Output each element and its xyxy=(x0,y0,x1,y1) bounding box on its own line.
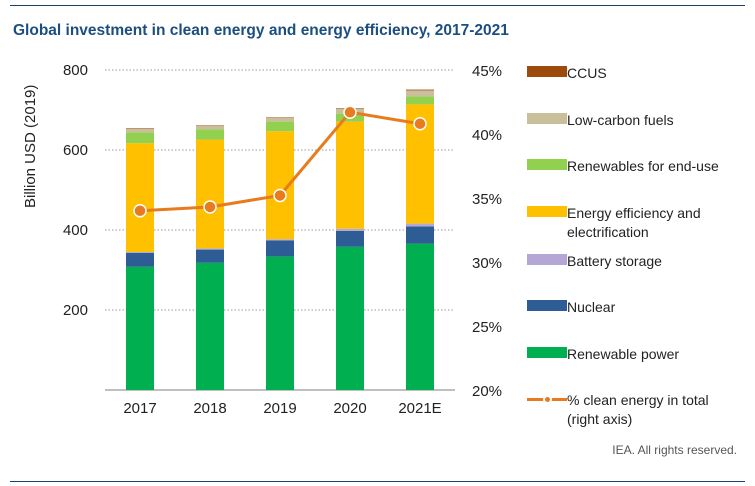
legend-swatch xyxy=(527,159,567,170)
line-point xyxy=(343,105,357,119)
bar-segment xyxy=(126,252,154,253)
bar-segment xyxy=(196,139,224,249)
legend-item: CCUS xyxy=(527,64,737,83)
legend-label: % clean energy in total (right axis) xyxy=(567,392,709,427)
bar-segment xyxy=(126,143,154,252)
top-rule xyxy=(10,5,745,6)
legend-swatch xyxy=(527,300,567,311)
legend-item: Low-carbon fuels xyxy=(527,111,737,130)
y2-tick-label: 35% xyxy=(472,191,502,208)
bar-segment xyxy=(266,117,294,122)
bar-segment xyxy=(266,240,294,257)
line-point xyxy=(413,117,427,131)
legend-label: Nuclear xyxy=(567,299,616,315)
y-tick-label: 400 xyxy=(63,222,88,239)
legend-swatch xyxy=(527,254,567,265)
bar-segment xyxy=(406,89,434,91)
legend-item: Nuclear xyxy=(527,298,737,317)
x-tick-label: 2021E xyxy=(398,400,441,417)
legend-swatch xyxy=(527,206,567,217)
bar-segment xyxy=(126,128,154,133)
legend-swatch xyxy=(527,66,567,77)
bar-segment xyxy=(266,121,294,132)
line-point xyxy=(203,200,217,214)
bar-segment xyxy=(196,125,224,130)
bar-segment xyxy=(266,256,294,390)
bar-segment xyxy=(336,121,364,229)
legend-label: Energy efficiency and electrification xyxy=(567,205,701,240)
legend-label: Battery storage xyxy=(567,253,662,269)
bar-segment xyxy=(196,262,224,390)
bar-segment xyxy=(336,228,364,231)
legend-line-marker xyxy=(527,392,567,406)
legend-label: CCUS xyxy=(567,65,607,81)
legend-label: Renewables for end-use xyxy=(567,158,719,174)
legend-item: Battery storage xyxy=(527,252,737,271)
bar-segment xyxy=(126,132,154,144)
legend-label: Renewable power xyxy=(567,346,680,362)
bar-segment xyxy=(196,129,224,140)
bar-segment xyxy=(406,90,434,97)
bar-segment xyxy=(266,239,294,241)
bar-segment xyxy=(336,246,364,390)
legend-swatch xyxy=(527,113,567,124)
legend-label: Low-carbon fuels xyxy=(567,112,674,128)
credit-text: IEA. All rights reserved. xyxy=(612,443,737,457)
bar-segment xyxy=(336,230,364,247)
line-point xyxy=(133,204,147,218)
x-tick-label: 2019 xyxy=(263,400,296,417)
line-point xyxy=(273,188,287,203)
legend-item: % clean energy in total (right axis) xyxy=(527,391,737,429)
bar-segment xyxy=(126,252,154,267)
legend-item: Renewable power xyxy=(527,345,737,364)
y2-tick-label: 25% xyxy=(472,319,502,336)
y-tick-label: 600 xyxy=(63,142,88,159)
bar-segment xyxy=(406,223,434,227)
y-tick-label: 200 xyxy=(63,302,88,319)
bar-segment xyxy=(196,248,224,250)
bar-segment xyxy=(406,243,434,390)
x-tick-label: 2020 xyxy=(333,400,366,417)
legend-item: Energy efficiency and electrification xyxy=(527,204,737,242)
legend-swatch xyxy=(527,347,567,358)
bar-segment xyxy=(406,226,434,244)
bar-segment xyxy=(126,266,154,390)
bar-segment xyxy=(406,96,434,105)
bar-segment xyxy=(196,249,224,263)
y2-tick-label: 40% xyxy=(472,127,502,144)
y2-tick-label: 30% xyxy=(472,255,502,272)
x-tick-label: 2017 xyxy=(123,400,156,417)
bottom-rule xyxy=(10,481,745,482)
y-tick-label: 800 xyxy=(63,62,88,79)
y2-tick-label: 45% xyxy=(472,63,502,80)
x-tick-label: 2018 xyxy=(193,400,226,417)
chart-title: Global investment in clean energy and en… xyxy=(13,22,509,39)
legend-item: Renewables for end-use xyxy=(527,157,737,176)
y2-tick-label: 20% xyxy=(472,383,502,400)
